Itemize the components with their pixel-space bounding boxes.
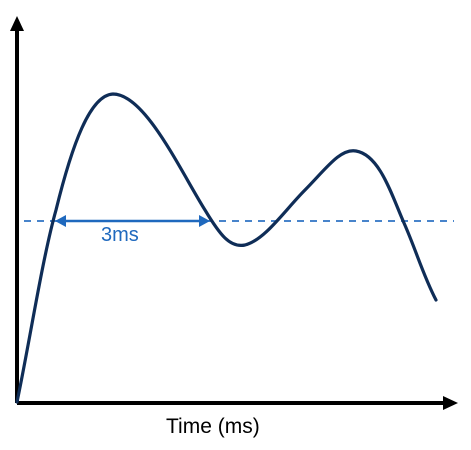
duration-right-arrowhead	[199, 215, 210, 227]
signal-curve	[15, 92, 438, 404]
x-axis-arrowhead	[443, 396, 458, 410]
duration-left-arrowhead	[55, 215, 66, 227]
duration-label: 3ms	[101, 224, 139, 246]
y-axis-arrowhead	[10, 16, 24, 31]
x-axis-label: Time (ms)	[166, 415, 260, 438]
